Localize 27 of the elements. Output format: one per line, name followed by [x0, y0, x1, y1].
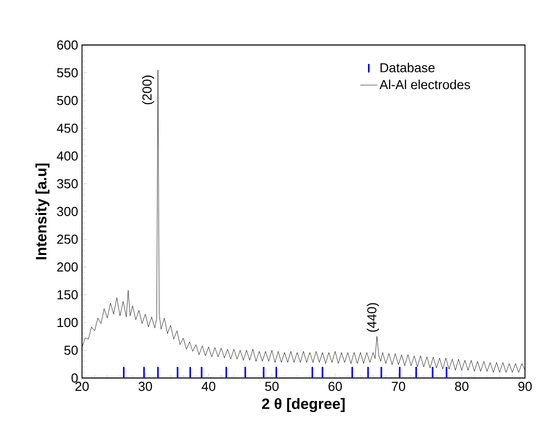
y-tick-label: 600 [57, 40, 78, 50]
y-tick-label: 500 [57, 96, 78, 106]
y-tick-label: 400 [56, 151, 78, 161]
x-axis-title: 2 θ [degree] [262, 398, 345, 412]
x-tick-label: 20 [75, 382, 89, 391]
x-tick-label: 80 [455, 382, 468, 391]
y-tick-label: 450 [56, 124, 78, 133]
legend-label: Database [380, 62, 435, 72]
y-tick-label: 550 [57, 68, 78, 78]
x-tick-label: 30 [138, 382, 152, 391]
annotation: (200) [142, 76, 154, 104]
y-tick-label: 250 [57, 234, 78, 244]
legend-label: Al-Al electrodes [380, 80, 470, 90]
x-tick-label: 50 [265, 382, 279, 391]
y-tick-label: 100 [58, 318, 78, 328]
y-tick-label: 350 [57, 179, 78, 188]
y-tick-label: 0 [72, 373, 78, 383]
y-tick-label: 150 [58, 290, 78, 300]
y-tick-label: 300 [57, 206, 78, 216]
x-tick-label: 40 [202, 382, 216, 391]
y-tick-label: 50 [64, 346, 78, 355]
y-axis-title: Intensity [a.u] [35, 164, 50, 260]
x-tick-label: 90 [518, 382, 532, 391]
y-tick-label: 200 [57, 262, 78, 272]
annotation: (440) [366, 303, 379, 332]
x-tick-label: 60 [328, 382, 342, 391]
x-tick-label: 70 [392, 382, 406, 391]
